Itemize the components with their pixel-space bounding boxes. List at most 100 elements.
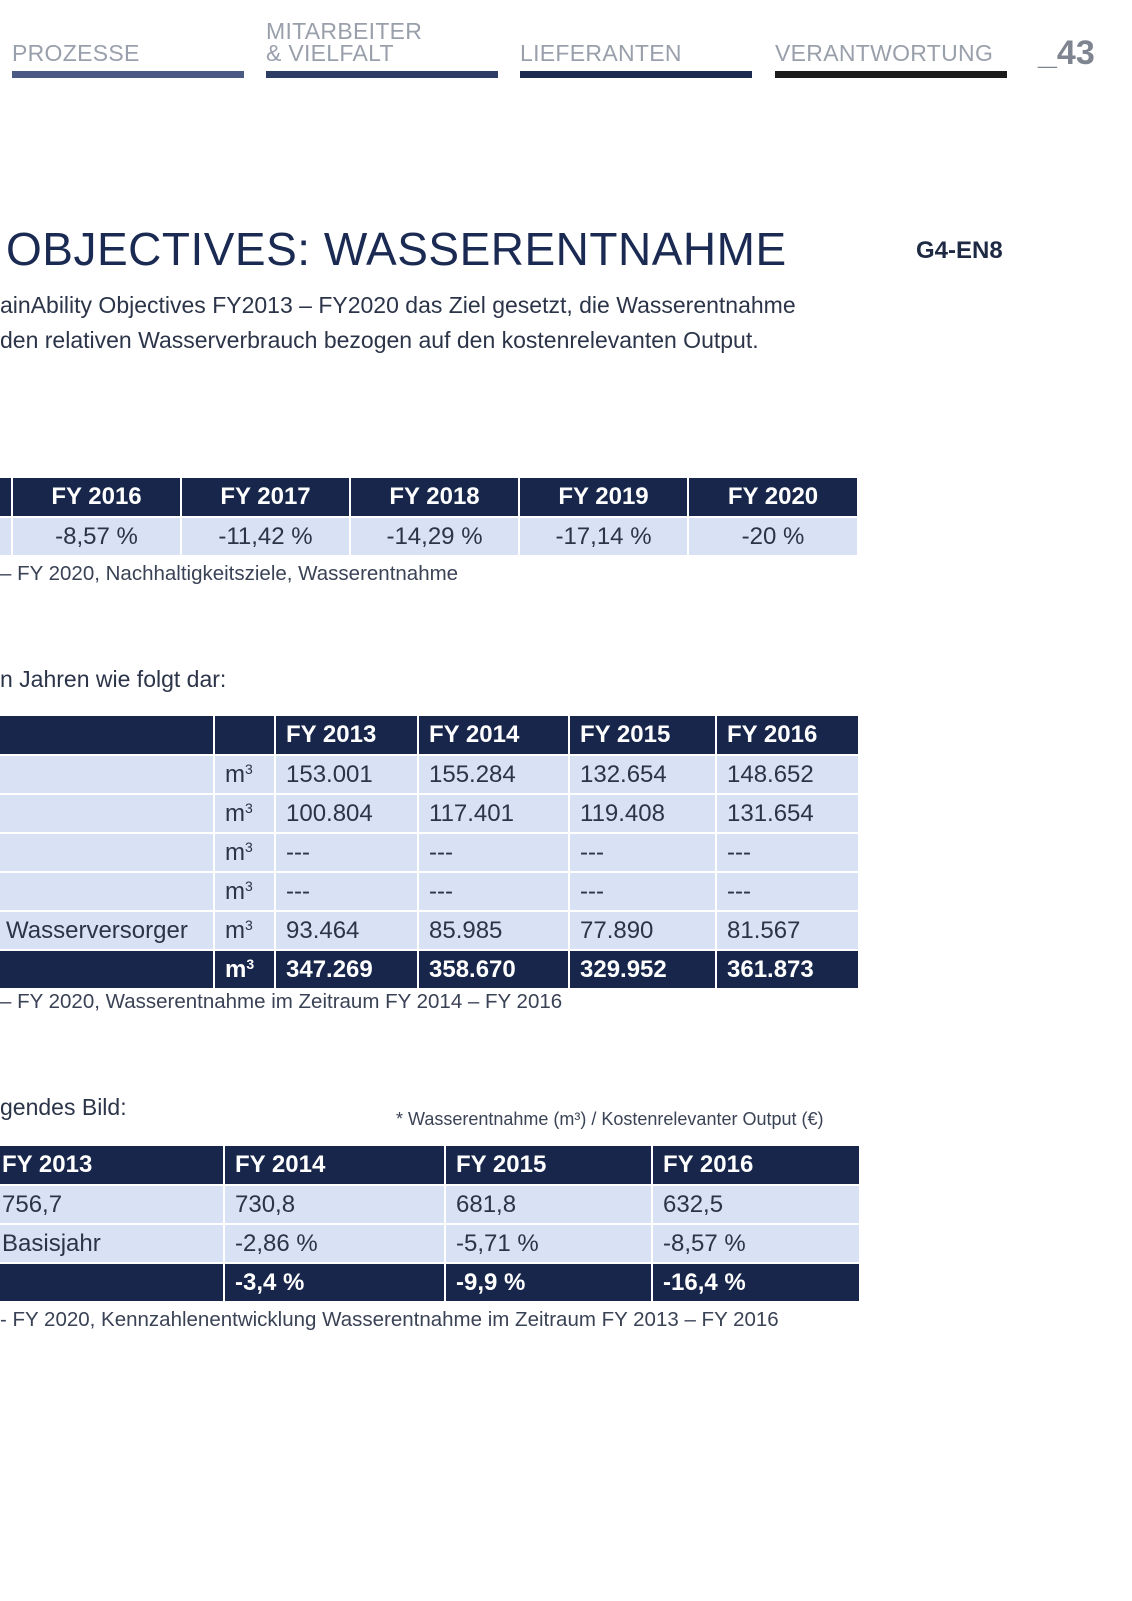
targets-table: FY 2016 FY 2017 FY 2018 FY 2019 FY 2020 … (0, 478, 859, 557)
table-cell: 730,8 (224, 1185, 446, 1225)
table-row: -8,57 % -11,42 % -14,29 % -17,14 % -20 % (0, 517, 859, 557)
table-header-cell: FY 2016 (652, 1146, 861, 1186)
table-caption: - FY 2020, Kennzahlenentwicklung Wassere… (0, 1308, 779, 1331)
table-caption: – FY 2020, Nachhaltigkeitsziele, Wassere… (0, 562, 459, 585)
nav-tab-label: LIEFERANTEN (520, 40, 682, 66)
table-cell: 756,7 (0, 1185, 225, 1225)
nav-tab-label: PROZESSE (12, 40, 140, 66)
table-header-cell: FY 2015 (569, 716, 717, 756)
unit-exponent: 3 (245, 799, 253, 816)
table-header-cell: FY 2016 (716, 716, 860, 756)
unit: m (225, 838, 245, 866)
table-cell: 347.269 (275, 950, 419, 990)
table-header-cell: FY 2013 (0, 1146, 225, 1186)
row-label (0, 794, 215, 834)
table-cell: 117.401 (418, 794, 570, 834)
table-header-cell: FY 2015 (445, 1146, 653, 1186)
table-row: 756,7 730,8 681,8 632,5 (0, 1185, 861, 1225)
unit-cell: m3 (214, 872, 276, 912)
table-cell: -14,29 % (350, 517, 520, 557)
table-cell: 361.873 (716, 950, 860, 990)
table-cell: -2,86 % (224, 1224, 446, 1264)
table-header-cell: FY 2018 (350, 478, 520, 518)
table-cell: --- (418, 872, 570, 912)
table-cell: 358.670 (418, 950, 570, 990)
nav-tab-verantwortung[interactable]: VERANTWORTUNG (775, 0, 1007, 78)
table-caption: – FY 2020, Wasserentnahme im Zeitraum FY… (0, 990, 563, 1013)
unit-exponent: 3 (245, 838, 253, 855)
table-cell: -20 % (688, 517, 859, 557)
table-header-cell: FY 2014 (224, 1146, 446, 1186)
table-cell: --- (716, 872, 860, 912)
formula-note: * Wasserentnahme (m³) / Kostenrelevanter… (396, 1109, 824, 1129)
row-label: Wasserversorger (0, 911, 215, 951)
table-cell: -8,57 % (652, 1224, 861, 1264)
table-cell: --- (569, 872, 717, 912)
table-cell: 100.804 (275, 794, 419, 834)
table-cell: 148.652 (716, 755, 860, 795)
nav-tab-mitarbeiter-vielfalt[interactable]: MITARBEITER & VIELFALT (266, 0, 498, 78)
table-cell (0, 1263, 225, 1303)
table-cell: 155.284 (418, 755, 570, 795)
unit-exponent: 3 (245, 877, 253, 894)
nav-tab-bar (12, 71, 244, 78)
table-header-cell (0, 716, 215, 756)
table-header-row: FY 2016 FY 2017 FY 2018 FY 2019 FY 2020 (0, 478, 859, 518)
table-header-cell: FY 2020 (688, 478, 859, 518)
table-row: Wasserversorger m3 93.464 85.985 77.890 … (0, 911, 860, 951)
table-cell: 77.890 (569, 911, 717, 951)
lead-text: gendes Bild: (0, 1094, 127, 1120)
table-header-row: FY 2013 FY 2014 FY 2015 FY 2016 (0, 1146, 861, 1186)
gri-code: G4-EN8 (916, 237, 1003, 264)
nav-tab-lieferanten[interactable]: LIEFERANTEN (520, 0, 752, 78)
unit-exponent: 3 (245, 916, 253, 933)
unit: m (225, 877, 245, 905)
lead-text: n Jahren wie folgt dar: (0, 666, 227, 692)
table-cell: --- (275, 872, 419, 912)
page-number: _43 (1038, 34, 1095, 72)
table-header-cell: FY 2014 (418, 716, 570, 756)
table-cell: --- (716, 833, 860, 873)
table-cell: --- (418, 833, 570, 873)
unit-exponent: 3 (246, 955, 255, 972)
unit-cell: m3 (214, 833, 276, 873)
table-header-cell: FY 2017 (181, 478, 351, 518)
intro-line: den relativen Wasserverbrauch bezogen au… (0, 327, 759, 353)
unit-cell: m3 (214, 794, 276, 834)
unit-exponent: 3 (245, 760, 253, 777)
table-header-cell (214, 716, 276, 756)
table-row: m3 --- --- --- --- (0, 872, 860, 912)
table-cell: 131.654 (716, 794, 860, 834)
unit-cell: m3 (214, 755, 276, 795)
nav-tab-label: MITARBEITER & VIELFALT (266, 18, 423, 66)
table-cell: -11,42 % (181, 517, 351, 557)
table-cell: -3,4 % (224, 1263, 446, 1303)
table-cell (0, 517, 13, 557)
nav-tab-prozesse[interactable]: PROZESSE (12, 0, 244, 78)
total-label (0, 950, 215, 990)
unit-cell: m3 (214, 950, 276, 990)
unit-cell: m3 (214, 911, 276, 951)
unit: m (225, 916, 245, 944)
unit: m (225, 799, 245, 827)
table-cell: 85.985 (418, 911, 570, 951)
withdrawal-table: FY 2013 FY 2014 FY 2015 FY 2016 m3 153.0… (0, 716, 860, 990)
table-cell: 119.408 (569, 794, 717, 834)
table-row: m3 153.001 155.284 132.654 148.652 (0, 755, 860, 795)
table-cell: 329.952 (569, 950, 717, 990)
nav-tab-bar (266, 71, 498, 78)
nav-tab-bar (520, 71, 752, 78)
table-cell: 681,8 (445, 1185, 653, 1225)
table-cell: 632,5 (652, 1185, 861, 1225)
unit: m (225, 955, 247, 983)
nav-tab-label: VERANTWORTUNG (775, 40, 994, 66)
ratio-table: FY 2013 FY 2014 FY 2015 FY 2016 756,7 73… (0, 1146, 861, 1303)
row-label (0, 872, 215, 912)
nav-tab-bar (775, 71, 1007, 78)
table-total-row: m3 347.269 358.670 329.952 361.873 (0, 950, 860, 990)
table-cell: -8,57 % (12, 517, 182, 557)
table-row: Basisjahr -2,86 % -5,71 % -8,57 % (0, 1224, 861, 1264)
table-header-cell (0, 478, 13, 518)
table-cell: -9,9 % (445, 1263, 653, 1303)
intro-line: ainAbility Objectives FY2013 – FY2020 da… (0, 292, 796, 318)
